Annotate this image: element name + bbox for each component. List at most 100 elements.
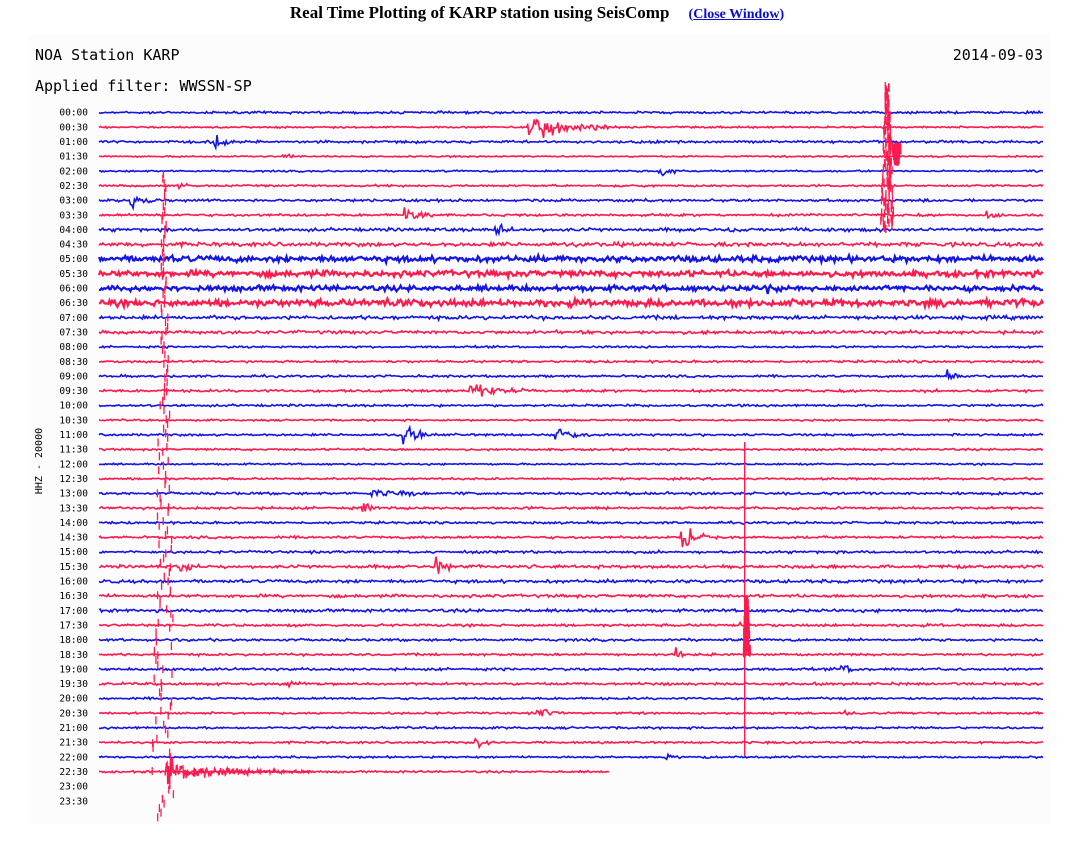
event-burst-right (880, 82, 895, 233)
tick-label-1030: 10:30 (59, 415, 88, 426)
trace-0900 (98, 369, 1044, 381)
tick-label-0000: 00:00 (59, 108, 88, 119)
tick-label-1430: 14:30 (59, 533, 88, 544)
tick-label-2130: 21:30 (59, 738, 88, 749)
time-tick-labels: 00:00 00:30 01:00 01:30 02:00 02:30 03:00 03:30… (59, 108, 88, 808)
channel-label: HHZ - 20000 (34, 428, 45, 494)
filter-label: Applied filter: WWSSN-SP (35, 77, 252, 95)
trace-0400 (98, 222, 1044, 237)
tick-label-2200: 22:00 (59, 752, 88, 763)
trace-1000 (98, 402, 1044, 409)
tick-label-0230: 02:30 (59, 181, 88, 192)
tick-label-1130: 11:30 (59, 445, 88, 456)
tick-label-0300: 03:00 (59, 196, 88, 207)
trace-0200 (98, 168, 1044, 177)
trace-0830 (99, 358, 1044, 365)
tick-label-1200: 12:00 (59, 459, 88, 470)
trace-0730 (98, 328, 1044, 336)
tick-label-1730: 17:30 (59, 621, 88, 632)
trace-0030 (98, 118, 1044, 139)
tick-label-2230: 22:30 (59, 767, 88, 778)
trace-1430 (98, 528, 1043, 548)
tick-label-0130: 01:30 (59, 152, 88, 163)
event-tail-2230 (164, 758, 311, 785)
tick-label-1700: 17:00 (59, 606, 88, 617)
tick-label-0900: 09:00 (59, 371, 88, 382)
trace-1930 (98, 679, 1044, 689)
trace-0000 (98, 109, 1044, 116)
trace-2200 (98, 752, 1044, 761)
tick-label-0930: 09:30 (59, 386, 88, 397)
trace-1200 (98, 462, 1044, 467)
trace-1900 (98, 664, 1044, 674)
close-window-close-paren: ) (779, 7, 785, 22)
tick-label-1530: 15:30 (59, 562, 88, 573)
tick-label-2100: 21:00 (59, 723, 88, 734)
trace-0430 (98, 240, 1044, 250)
trace-0800 (98, 344, 1044, 350)
tick-label-1630: 16:30 (59, 591, 88, 602)
tick-label-2330: 23:30 (59, 796, 88, 807)
tick-label-1000: 10:00 (59, 401, 88, 412)
trace-2230 (98, 769, 610, 775)
trace-0700 (98, 313, 1044, 323)
event-burst-left (151, 170, 175, 822)
trace-0530 (97, 267, 1044, 282)
tick-label-2300: 23:00 (59, 782, 88, 793)
trace-0600 (98, 281, 1044, 295)
tick-label-0200: 02:00 (59, 166, 88, 177)
seismic-traces (97, 82, 1044, 822)
trace-1800 (98, 637, 1044, 643)
tick-label-1400: 14:00 (59, 518, 88, 529)
tick-label-2000: 20:00 (59, 694, 88, 705)
trace-1030 (98, 418, 1044, 423)
tick-label-0700: 07:00 (59, 313, 88, 324)
tick-label-1500: 15:00 (59, 547, 88, 558)
tick-label-0100: 01:00 (59, 137, 88, 148)
page-header: Real Time Plotting of KARP station using… (0, 0, 1074, 26)
trace-0330 (98, 207, 1044, 220)
close-window-open-paren: ( (688, 7, 694, 22)
close-window-link-wrapper: (Close Window) (689, 7, 785, 22)
tick-label-0600: 06:00 (59, 284, 88, 295)
trace-1400 (98, 519, 1044, 526)
trace-2000 (98, 695, 1044, 701)
trace-0630 (98, 294, 1044, 312)
trace-0500 (97, 251, 1044, 267)
page-title: Real Time Plotting of KARP station using… (289, 3, 670, 22)
event-burst-0130 (891, 142, 902, 166)
station-title: NOA Station KARP (35, 46, 180, 64)
trace-1600 (98, 577, 1044, 585)
trace-0930 (98, 384, 1044, 397)
trace-1630 (98, 592, 1044, 600)
trace-1530 (98, 556, 1044, 574)
tick-label-1330: 13:30 (59, 503, 88, 514)
tick-label-1930: 19:30 (59, 679, 88, 690)
trace-1700 (98, 607, 1044, 614)
event-burst-center (742, 595, 751, 658)
tick-label-1230: 12:30 (59, 474, 88, 485)
tick-label-0500: 05:00 (59, 254, 88, 265)
tick-label-1800: 18:00 (59, 635, 88, 646)
tick-label-0730: 07:30 (59, 327, 88, 338)
tick-label-1300: 13:00 (59, 489, 88, 500)
trace-1230 (98, 476, 1044, 482)
trace-2030 (98, 708, 1044, 717)
tick-label-0400: 04:00 (59, 225, 88, 236)
tick-label-1830: 18:30 (59, 650, 88, 661)
tick-label-0430: 04:30 (59, 240, 88, 251)
trace-1100 (98, 424, 1044, 445)
tick-label-0630: 06:30 (59, 298, 88, 309)
tick-label-0030: 00:30 (59, 122, 88, 133)
trace-1330 (98, 502, 1044, 512)
tick-label-0830: 08:30 (59, 357, 88, 368)
tick-label-2030: 20:30 (59, 708, 88, 719)
close-window-link[interactable]: Close Window (693, 7, 780, 22)
trace-1130 (98, 447, 1044, 452)
trace-1300 (98, 488, 1044, 499)
tick-label-1100: 11:00 (59, 430, 88, 441)
trace-0130 (98, 153, 1044, 159)
trace-0300 (98, 195, 1044, 211)
helicorder-chart: NOA Station KARP 2014-09-03 Applied filt… (34, 46, 1044, 822)
trace-1500 (98, 549, 1043, 555)
